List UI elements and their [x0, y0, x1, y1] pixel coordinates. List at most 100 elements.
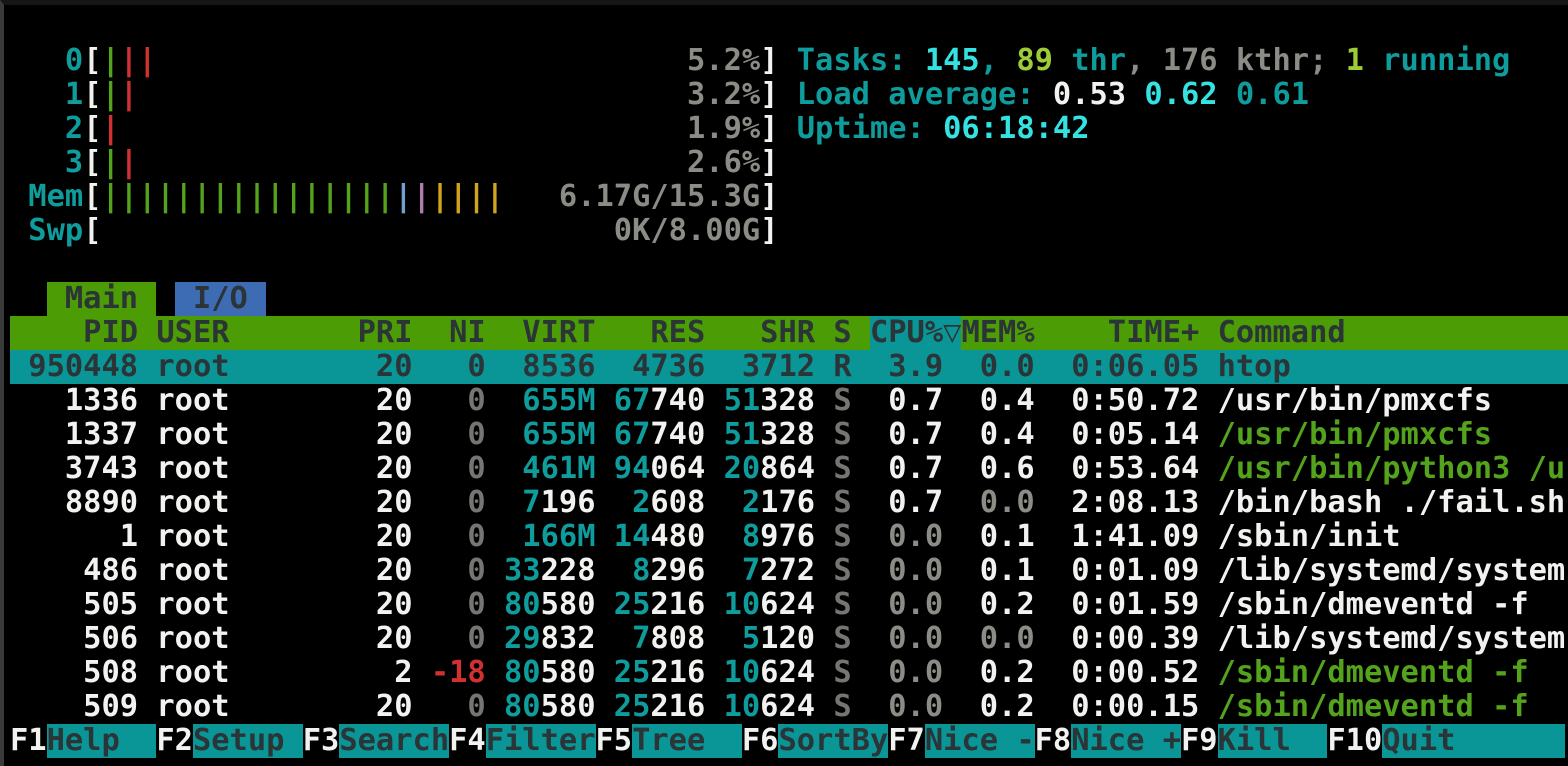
column-headers-left[interactable]: PID USER PRI NI VIRT RES SHR S	[10, 315, 870, 350]
process-row[interactable]: 1337 root 20 0 655M 67740 51328 S 0.7 0.…	[10, 418, 1568, 452]
cpu-cell: 0.7	[869, 485, 944, 520]
cpu-meter-0-value: 5.2%	[686, 43, 761, 78]
bracket-open: [	[83, 43, 102, 78]
pri-cell: 20	[357, 553, 413, 588]
text	[596, 418, 614, 452]
ni-cell: 0	[430, 349, 486, 384]
process-row[interactable]: 8890 root 20 0 7196 2608 2176 S 0.7 0.0 …	[10, 486, 1568, 520]
shr-cell: 976	[760, 519, 816, 554]
text	[413, 622, 431, 656]
process-row[interactable]: 509 root 20 0 80580 25216 10624 S 0.0 0.…	[10, 690, 1568, 724]
mem-meter-label: Mem	[10, 179, 84, 214]
shr-cell: 5	[723, 621, 761, 656]
tab-main[interactable]: Main	[46, 281, 157, 316]
text	[486, 520, 504, 554]
process-row[interactable]: 1336 root 20 0 655M 67740 51328 S 0.7 0.…	[10, 384, 1568, 418]
fnlabel-f10[interactable]: Quit	[1382, 723, 1566, 758]
green-bar-tick: |	[266, 179, 285, 214]
text	[1035, 418, 1053, 452]
text	[339, 554, 357, 588]
cpu-meter-2-label: 2	[10, 111, 84, 146]
fnkey-f5[interactable]: F5	[595, 723, 633, 758]
process-row[interactable]: 1 root 20 0 166M 14480 8976 S 0.0 0.1 1:…	[10, 520, 1568, 554]
fnkey-f1[interactable]: F1	[10, 723, 47, 758]
text	[1035, 350, 1053, 384]
text	[413, 486, 431, 520]
process-row-selected[interactable]: 950448 root 20 0 8536 4736 3712 R 3.9 0.…	[10, 350, 1568, 384]
process-row[interactable]: 506 root 20 0 29832 7808 5120 S 0.0 0.0 …	[10, 622, 1568, 656]
spacer-top	[10, 10, 1568, 44]
virt-cell: 228	[540, 553, 596, 588]
text	[156, 44, 687, 78]
fnkey-f3[interactable]: F3	[302, 723, 340, 758]
shr-cell: 3712	[723, 349, 816, 384]
bracket-close: ]	[760, 77, 779, 112]
text	[339, 350, 357, 384]
fnlabel-f7[interactable]: Nice -	[924, 723, 1035, 758]
command-cell: /sbin/dmeventd -f	[1217, 587, 1529, 622]
table-header[interactable]: PID USER PRI NI VIRT RES SHR S CPU%▽MEM%…	[10, 316, 1568, 350]
fnkey-f6[interactable]: F6	[741, 723, 779, 758]
fnlabel-f4[interactable]: Filter	[485, 723, 596, 758]
text	[1199, 520, 1217, 554]
process-row[interactable]: 505 root 20 0 80580 25216 10624 S 0.0 0.…	[10, 588, 1568, 622]
mem-cell: 0.2	[961, 655, 1035, 690]
swp-meter-label: Swp	[10, 213, 84, 248]
text	[943, 690, 961, 724]
process-row[interactable]: 3743 root 20 0 461M 94064 20864 S 0.7 0.…	[10, 452, 1568, 486]
virt-cell: 196	[540, 485, 596, 520]
command-cell: htop	[1217, 349, 1291, 384]
fnkey-f9[interactable]: F9	[1181, 723, 1218, 758]
text	[705, 452, 723, 486]
text	[596, 452, 614, 486]
red-bar-tick: |	[119, 145, 139, 180]
cpu-meter-2-value: 1.9%	[686, 111, 761, 146]
pri-cell: 20	[357, 621, 413, 656]
shr-cell: 51	[723, 383, 761, 418]
column-headers-right[interactable]: MEM% TIME+ Command	[961, 315, 1346, 350]
text	[1035, 656, 1053, 690]
tab-io[interactable]: I/O	[174, 281, 267, 316]
mem-cell: 0.1	[961, 519, 1035, 554]
text	[705, 656, 723, 690]
command-cell: /lib/systemd/system	[1217, 621, 1566, 656]
bracket-open: [	[83, 111, 102, 146]
fnkey-f7[interactable]: F7	[888, 723, 925, 758]
text	[138, 350, 156, 384]
text	[1035, 384, 1053, 418]
fnkey-f2[interactable]: F2	[156, 723, 193, 758]
tasks-summary: 89	[1016, 43, 1053, 78]
fnlabel-f6[interactable]: SortBy	[778, 723, 889, 758]
fnlabel-f9[interactable]: Kill	[1217, 723, 1328, 758]
res-cell: 216	[650, 587, 706, 622]
text	[1035, 486, 1053, 520]
green-bar-tick: |	[156, 179, 175, 214]
virt-cell: 80	[504, 689, 541, 724]
text	[138, 418, 156, 452]
fnkey-f4[interactable]: F4	[449, 723, 486, 758]
swp-meter-value: 0K/8.00G	[613, 213, 761, 248]
text	[705, 350, 723, 384]
process-row[interactable]: 508 root 2 -18 80580 25216 10624 S 0.0 0…	[10, 656, 1568, 690]
ni-cell: 0	[430, 621, 486, 656]
fnlabel-f2[interactable]: Setup	[192, 723, 303, 758]
fnlabel-f8[interactable]: Nice +	[1071, 723, 1181, 758]
fnkey-f8[interactable]: F8	[1034, 723, 1072, 758]
green-bar-tick: |	[284, 179, 303, 214]
res-cell: 25	[613, 655, 651, 690]
user-cell: root	[156, 621, 340, 656]
state-cell: S	[833, 417, 852, 452]
mem-meter-value: 6.17G/15.3G	[558, 179, 761, 214]
fnlabel-f5[interactable]: Tree	[632, 723, 742, 758]
text	[413, 350, 431, 384]
process-row[interactable]: 486 root 20 0 33228 8296 7272 S 0.0 0.1 …	[10, 554, 1568, 588]
fnlabel-f3[interactable]: Search	[339, 723, 450, 758]
user-cell: root	[156, 451, 340, 486]
screen-tabs: Main I/O	[10, 282, 1568, 316]
fnlabel-f1[interactable]: Help	[46, 723, 157, 758]
sort-column-header-cpu[interactable]: CPU%▽	[869, 315, 962, 350]
text	[596, 486, 614, 520]
fnkey-f10[interactable]: F10	[1327, 723, 1383, 758]
tasks-summary: ;	[1309, 43, 1346, 78]
virt-cell: 80	[504, 587, 541, 622]
